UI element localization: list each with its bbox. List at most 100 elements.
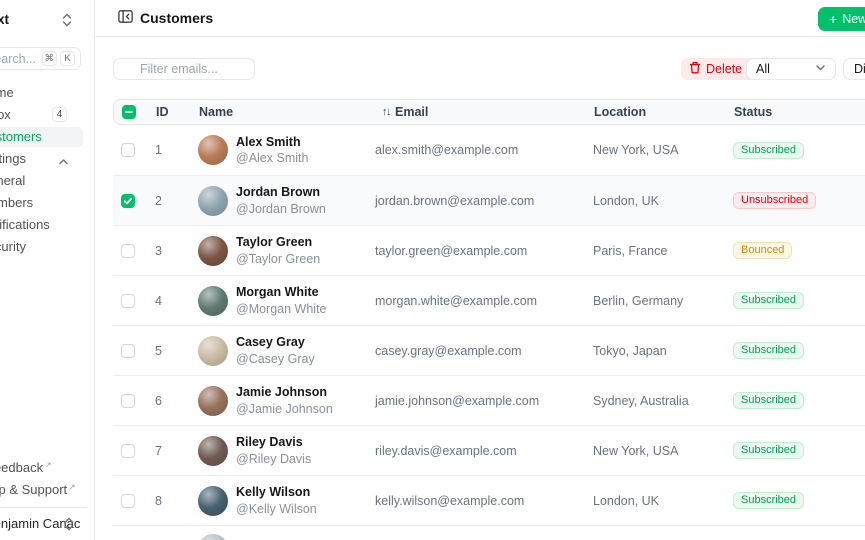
table-header-row: ID Name ↑↓ Email Location Status bbox=[113, 99, 865, 125]
row-id: 8 bbox=[155, 493, 162, 508]
table-row[interactable]: 3 Taylor Green @Taylor Green taylor.gree… bbox=[113, 225, 865, 275]
customer-location: Tokyo, Japan bbox=[593, 343, 667, 358]
sidebar-item-general[interactable]: General bbox=[0, 173, 26, 188]
sidebar-search-button[interactable]: Search... ⌘ K bbox=[0, 47, 81, 70]
customer-handle: @Riley Davis bbox=[236, 451, 312, 466]
avatar bbox=[198, 335, 228, 366]
user-menu-button[interactable]: Benjamin Canac bbox=[0, 512, 94, 536]
row-checkbox[interactable] bbox=[121, 393, 135, 408]
customer-email: taylor.green@example.com bbox=[375, 243, 528, 258]
chevron-up-icon bbox=[58, 154, 69, 172]
sidebar-item-home[interactable]: Home bbox=[0, 85, 14, 100]
table-row[interactable]: 5 Casey Gray @Casey Gray casey.gray@exam… bbox=[113, 325, 865, 375]
customer-name: Riley Davis bbox=[236, 435, 303, 450]
customer-name: Jamie Johnson bbox=[236, 385, 327, 400]
inbox-count-badge: 4 bbox=[52, 107, 67, 122]
customer-email: jamie.johnson@example.com bbox=[375, 393, 540, 408]
command-kbd: ⌘ bbox=[41, 51, 57, 66]
status-filter-value: All bbox=[756, 62, 770, 76]
up-down-chevrons-icon bbox=[61, 13, 73, 32]
table-row[interactable]: 1 Alex Smith @Alex Smith alex.smith@exam… bbox=[113, 125, 865, 175]
customer-name: Taylor Green bbox=[236, 235, 313, 250]
sidebar-item-members[interactable]: Members bbox=[0, 195, 34, 210]
table-row[interactable]: 8 Kelly Wilson @Kelly Wilson kelly.wilso… bbox=[113, 475, 865, 525]
table-row-partial bbox=[113, 525, 865, 540]
row-checkbox[interactable] bbox=[121, 493, 135, 508]
avatar bbox=[198, 135, 228, 165]
feedback-link[interactable]: Feedback↗ bbox=[0, 460, 52, 475]
customer-name: Morgan White bbox=[236, 285, 319, 300]
sidebar-divider bbox=[0, 507, 87, 508]
customer-location: New York, USA bbox=[593, 143, 679, 157]
sidebar-item-customers[interactable]: Customers bbox=[0, 127, 83, 147]
delete-label: Delete bbox=[706, 62, 743, 76]
customer-handle: @Taylor Green bbox=[236, 251, 321, 266]
sort-icon: ↑↓ bbox=[382, 106, 392, 118]
avatar bbox=[198, 235, 228, 266]
row-id: 5 bbox=[155, 343, 162, 358]
customer-handle: @Kelly Wilson bbox=[236, 501, 317, 516]
up-down-chevrons-icon bbox=[63, 517, 75, 536]
select-all-checkbox[interactable] bbox=[122, 105, 136, 119]
help-support-link[interactable]: Help & Support↗ bbox=[0, 482, 76, 497]
plus-icon: + bbox=[829, 11, 838, 27]
customer-location: London, UK bbox=[593, 493, 660, 508]
main-panel: Customers + New customer Delete 1 All Di… bbox=[95, 0, 865, 540]
table-row[interactable]: 4 Morgan White @Morgan White morgan.whit… bbox=[113, 275, 865, 325]
row-checkbox[interactable] bbox=[121, 193, 135, 208]
customer-email: alex.smith@example.com bbox=[375, 143, 519, 157]
sidebar-item-notifications[interactable]: Notifications bbox=[0, 217, 50, 232]
display-button[interactable]: Display bbox=[843, 58, 865, 80]
table-row[interactable]: 7 Riley Davis @Riley Davis riley.davis@e… bbox=[113, 425, 865, 475]
row-checkbox[interactable] bbox=[121, 443, 135, 458]
row-id: 3 bbox=[155, 243, 162, 258]
customer-name: Casey Gray bbox=[236, 335, 305, 350]
row-id: 7 bbox=[155, 443, 162, 458]
customers-table: ID Name ↑↓ Email Location Status 1 Alex … bbox=[113, 99, 865, 540]
trash-icon bbox=[689, 61, 701, 77]
customer-location: Sydney, Australia bbox=[593, 393, 689, 408]
avatar bbox=[198, 285, 228, 316]
workspace-switcher[interactable]: Nuxt bbox=[0, 9, 94, 32]
status-badge: Subscribed bbox=[733, 141, 805, 159]
sidebar-item-inbox[interactable]: Inbox 4 bbox=[0, 105, 83, 125]
row-id: 2 bbox=[155, 193, 162, 208]
customer-handle: @Casey Gray bbox=[236, 351, 315, 366]
column-header-email-sort[interactable]: ↑↓ Email bbox=[376, 105, 594, 119]
page-header: Customers + New customer bbox=[95, 0, 865, 37]
row-checkbox[interactable] bbox=[121, 293, 135, 308]
customer-name: Jordan Brown bbox=[236, 185, 321, 200]
status-badge: Subscribed bbox=[733, 442, 805, 459]
status-badge: Bounced bbox=[733, 242, 793, 259]
sidebar: Nuxt Search... ⌘ K Home Inbox 4 bbox=[0, 0, 95, 540]
row-checkbox[interactable] bbox=[121, 243, 135, 258]
user-name: Benjamin Canac bbox=[0, 516, 81, 531]
column-header-name: Name bbox=[199, 105, 234, 119]
customer-email: kelly.wilson@example.com bbox=[375, 493, 525, 508]
workspace-name: Nuxt bbox=[0, 12, 9, 27]
collapse-sidebar-icon[interactable] bbox=[115, 8, 135, 28]
customer-email: casey.gray@example.com bbox=[375, 343, 522, 358]
customer-location: London, UK bbox=[593, 193, 660, 208]
row-checkbox[interactable] bbox=[121, 343, 135, 358]
customer-location: Paris, France bbox=[593, 243, 668, 258]
sidebar-inner: Nuxt Search... ⌘ K Home Inbox 4 bbox=[0, 0, 94, 540]
search-shortcut: ⌘ K bbox=[41, 51, 75, 66]
sidebar-item-security[interactable]: Security bbox=[0, 239, 26, 254]
status-badge: Subscribed bbox=[733, 342, 805, 359]
sidebar-search-placeholder: Search... bbox=[0, 52, 37, 66]
customer-email: morgan.white@example.com bbox=[375, 293, 538, 308]
table-row[interactable]: 2 Jordan Brown @Jordan Brown jordan.brow… bbox=[113, 175, 865, 225]
filter-emails-input[interactable] bbox=[113, 58, 255, 80]
customer-handle: @Jamie Johnson bbox=[236, 401, 333, 416]
sidebar-item-settings[interactable]: Settings bbox=[0, 149, 83, 169]
row-id: 4 bbox=[155, 293, 162, 308]
customer-handle: @Morgan White bbox=[236, 301, 327, 316]
status-filter-select[interactable]: All bbox=[746, 58, 836, 80]
customer-location: Berlin, Germany bbox=[593, 293, 684, 308]
external-link-icon: ↗ bbox=[68, 482, 76, 492]
row-checkbox[interactable] bbox=[121, 143, 135, 157]
new-customer-button[interactable]: + New customer bbox=[818, 7, 865, 31]
table-row[interactable]: 6 Jamie Johnson @Jamie Johnson jamie.joh… bbox=[113, 375, 865, 425]
